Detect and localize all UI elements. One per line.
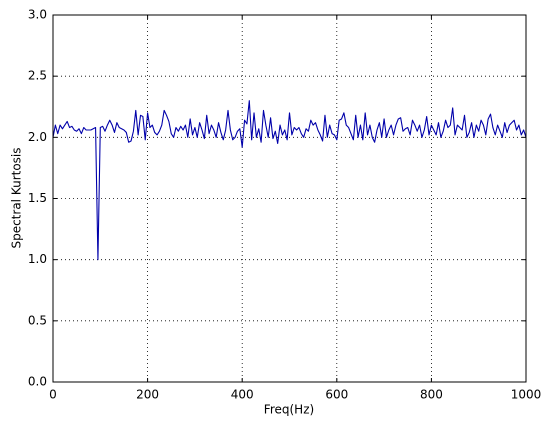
x-tick-label: 200 [136, 388, 159, 402]
y-tick-label: 2.5 [28, 69, 47, 83]
x-tick-label: 800 [420, 388, 443, 402]
x-tick-label: 1000 [511, 388, 542, 402]
x-axis-label: Freq(Hz) [264, 403, 314, 417]
data-line [52, 100, 527, 261]
y-tick-label: 1.0 [28, 252, 47, 266]
y-tick-label: 1.5 [28, 191, 47, 205]
y-tick-label: 2.0 [28, 130, 47, 144]
x-tick-label: 0 [49, 388, 57, 402]
y-tick-label: 3.0 [28, 8, 47, 22]
y-tick-label: 0.0 [28, 375, 47, 389]
plot-frame [52, 14, 527, 383]
x-tick-label: 600 [325, 388, 348, 402]
y-axis-label: Spectral Kurtosis [10, 147, 24, 248]
x-tick-label: 400 [231, 388, 254, 402]
y-tick-label: 0.5 [28, 313, 47, 327]
